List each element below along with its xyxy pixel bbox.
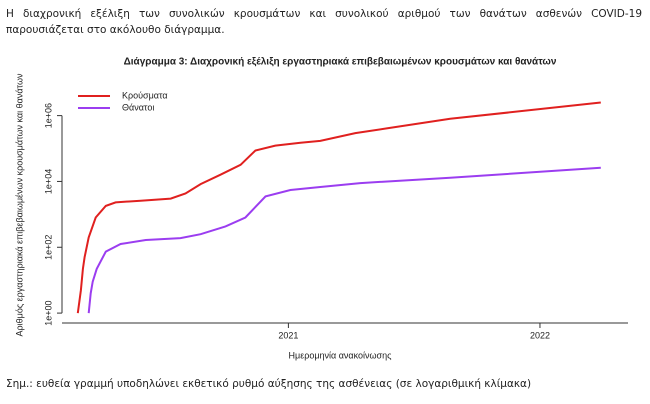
y-tick-label: 1e+00 [43, 300, 53, 325]
y-axis-label: Αριθμός εργαστηριακά επιβεβαιωμένων κρου… [14, 73, 24, 336]
note-text: Σημ.: ευθεία γραμμή υποδηλώνει εκθετικό … [6, 378, 532, 390]
chart: Διάγραμμα 3: Διαχρονική εξέλιξη εργαστηρ… [14, 57, 628, 360]
chart-title: Διάγραμμα 3: Διαχρονική εξέλιξη εργαστηρ… [124, 57, 557, 68]
x-axis-label: Ημερομηνία ανακοίνωσης [289, 350, 393, 360]
series-line [76, 101, 601, 314]
y-tick-label: 1e+04 [43, 169, 53, 194]
x-tick-label: 2022 [530, 330, 550, 340]
series-line [87, 166, 601, 314]
x-tick-label: 2021 [278, 330, 298, 340]
y-tick-label: 1e+02 [43, 235, 53, 260]
legend-label: Κρούσματα [122, 90, 168, 100]
y-tick-label: 1e+06 [43, 103, 53, 128]
intro-text: Η διαχρονική εξέλιξη των συνολικών κρουσ… [6, 8, 642, 36]
legend-label: Θάνατοι [122, 102, 154, 112]
